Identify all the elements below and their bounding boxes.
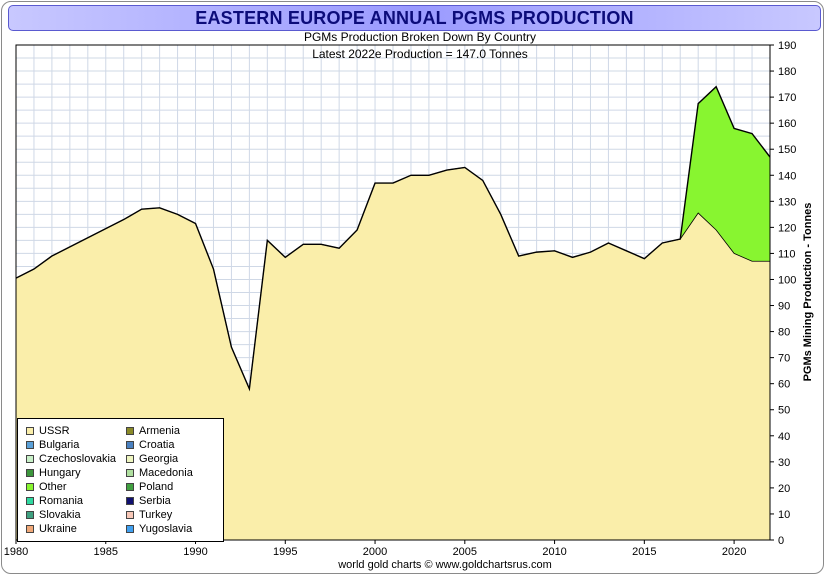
y-tick-label: 30 [778, 457, 790, 469]
legend-swatch [126, 441, 134, 449]
legend-item-poland: Poland [126, 481, 173, 493]
ussr-line [15, 167, 770, 391]
y-tick-label: 140 [778, 170, 796, 182]
legend-swatch [126, 427, 134, 435]
legend-label: Croatia [139, 439, 175, 451]
y-tick-label: 90 [778, 301, 790, 313]
legend-item-yugoslavia: Yugoslavia [126, 523, 192, 535]
legend-swatch [26, 511, 34, 519]
legend-item-croatia: Croatia [126, 439, 174, 451]
legend-label: Ukraine [39, 523, 77, 535]
legend-swatch [26, 525, 34, 533]
chart-subtitle: PGMs Production Broken Down By Country [304, 30, 536, 44]
x-tick-label: 1995 [273, 546, 297, 558]
legend: USSR Bulgaria Czechoslovakia Hungary Other Ro… [17, 418, 224, 542]
legend-label: Yugoslavia [139, 523, 193, 535]
y-tick-label: 10 [778, 509, 790, 521]
y-tick-label: 50 [778, 405, 790, 417]
legend-swatch [26, 441, 34, 449]
y-tick-label: 150 [778, 144, 796, 156]
title-bar: EASTERN EUROPE ANNUAL PGMS PRODUCTION [8, 5, 821, 31]
y-tick-label: 100 [778, 274, 796, 286]
legend-label: Georgia [139, 453, 179, 465]
legend-item-slovakia: Slovakia [26, 509, 81, 521]
legend-item-ukraine: Ukraine [26, 523, 77, 535]
y-tick-label: 160 [778, 118, 796, 130]
y-tick-label: 130 [778, 196, 796, 208]
y-tick-label: 80 [778, 327, 790, 339]
legend-item-georgia: Georgia [126, 453, 178, 465]
legend-item-other: Other [26, 481, 67, 493]
legend-swatch [126, 483, 134, 491]
legend-label: Hungary [39, 467, 81, 479]
axes: 0 10 20 30 40 50 60 70 80 90 100 110 120 130 140 150 160… [4, 40, 797, 558]
x-tick-label: 2000 [363, 546, 387, 558]
legend-item-ussr: USSR [26, 425, 70, 437]
y-axis-label: PGMs Mining Production - Tonnes [802, 203, 814, 382]
legend-item-bulgaria: Bulgaria [26, 439, 79, 451]
legend-swatch [26, 497, 34, 505]
legend-label: Poland [139, 481, 174, 493]
legend-label: Armenia [139, 425, 180, 437]
x-tick-label: 1980 [4, 546, 28, 558]
y-tick-label: 180 [778, 66, 796, 78]
y-tick-label: 70 [778, 353, 790, 365]
y-tick-label: 20 [778, 483, 790, 495]
legend-swatch [126, 469, 134, 477]
legend-item-romania: Romania [26, 495, 83, 507]
x-tick-label: 1990 [183, 546, 207, 558]
x-tick-label: 1985 [94, 546, 118, 558]
y-tick-label: 190 [778, 40, 796, 52]
y-tick-label: 170 [778, 92, 796, 104]
legend-label: Bulgaria [39, 439, 80, 451]
legend-swatch [126, 511, 134, 519]
legend-swatch [26, 483, 34, 491]
chart-title: EASTERN EUROPE ANNUAL PGMS PRODUCTION [195, 7, 634, 28]
legend-item-hungary: Hungary [26, 467, 81, 479]
legend-label: Serbia [139, 495, 171, 507]
y-tick-label: 40 [778, 431, 790, 443]
y-tick-label: 0 [778, 535, 784, 547]
legend-swatch [126, 497, 134, 505]
legend-item-czechoslovakia: Czechoslovakia [26, 453, 116, 465]
legend-label: USSR [39, 425, 70, 437]
x-tick-label: 2020 [722, 546, 746, 558]
legend-label: Romania [39, 495, 84, 507]
x-tick-label: 2015 [632, 546, 656, 558]
y-tick-label: 60 [778, 379, 790, 391]
legend-swatch [126, 525, 134, 533]
y-tick-label: 120 [778, 222, 796, 234]
x-tick-label: 2010 [542, 546, 566, 558]
legend-label: Slovakia [39, 509, 81, 521]
legend-swatch [26, 455, 34, 463]
legend-item-macedonia: Macedonia [126, 467, 193, 479]
legend-item-serbia: Serbia [126, 495, 171, 507]
legend-label: Turkey [139, 509, 173, 521]
x-tick-label: 2005 [453, 546, 477, 558]
legend-label: Other [39, 481, 67, 493]
legend-label: Macedonia [139, 467, 193, 479]
legend-label: Czechoslovakia [39, 453, 117, 465]
footer-credit: world gold charts © www.goldchartsrus.co… [337, 559, 552, 571]
legend-item-turkey: Turkey [126, 509, 172, 521]
legend-swatch [26, 427, 34, 435]
legend-item-armenia: Armenia [126, 425, 180, 437]
plot-border [15, 44, 771, 541]
y-tick-label: 110 [778, 248, 796, 260]
chart-subtitle-latest: Latest 2022e Production = 147.0 Tonnes [312, 47, 528, 61]
legend-swatch [26, 469, 34, 477]
legend-swatch [126, 455, 134, 463]
